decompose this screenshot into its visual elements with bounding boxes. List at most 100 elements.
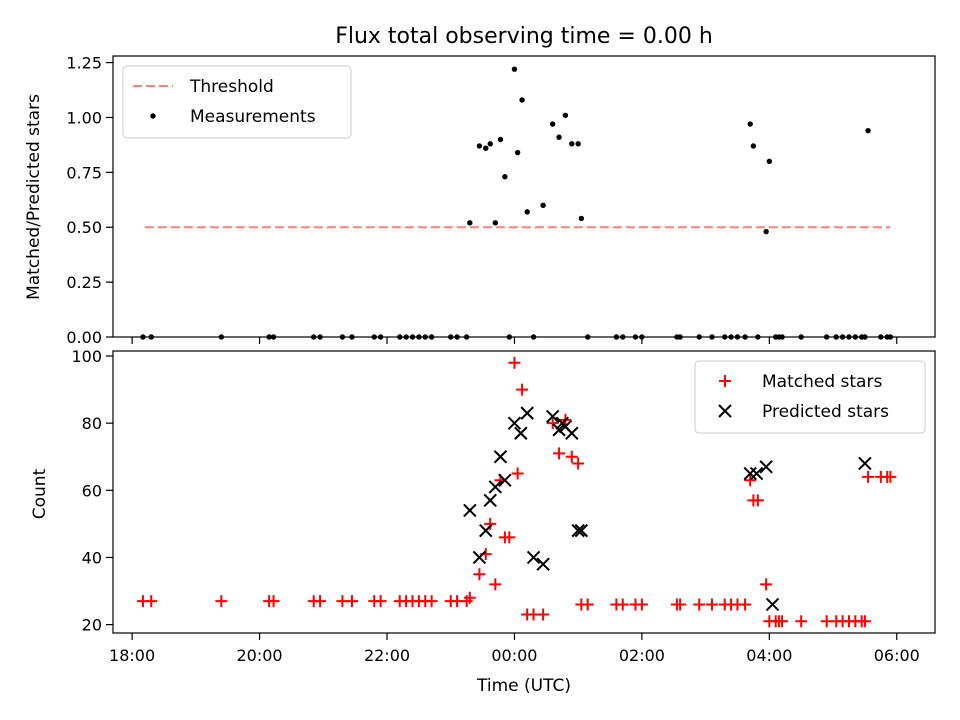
plot-frame xyxy=(112,55,936,338)
data-point xyxy=(425,595,438,608)
data-point xyxy=(467,220,473,226)
data-point xyxy=(569,141,575,147)
x-tick-label: 20:00 xyxy=(237,646,283,665)
data-point xyxy=(345,595,358,608)
data-point xyxy=(483,493,497,508)
top-chart-title: Flux total observing time = 0.00 h xyxy=(335,24,713,49)
data-point xyxy=(776,615,789,628)
data-point xyxy=(479,523,493,538)
data-point xyxy=(524,209,530,215)
data-point xyxy=(751,494,764,507)
x-tick-label: 02:00 xyxy=(619,646,665,665)
data-point xyxy=(744,474,757,487)
data-point xyxy=(492,220,499,226)
legend-swatch xyxy=(150,113,156,119)
data-point xyxy=(374,595,387,608)
data-point xyxy=(516,383,529,396)
data-point xyxy=(760,578,773,591)
data-point xyxy=(472,550,487,565)
data-point xyxy=(743,466,757,481)
data-point xyxy=(498,473,512,487)
y-tick-label: 1.00 xyxy=(66,108,102,127)
x-axis-label: Time (UTC) xyxy=(476,676,571,696)
data-point xyxy=(511,467,524,480)
y-tick-label: 100 xyxy=(71,347,102,366)
data-point xyxy=(578,215,585,222)
data-point xyxy=(267,595,280,608)
data-point xyxy=(553,447,566,460)
data-point xyxy=(463,503,477,518)
legend: Matched stars Predicted stars xyxy=(694,360,926,434)
y-tick-label: 0.50 xyxy=(66,218,102,237)
data-point xyxy=(314,595,327,608)
data-point xyxy=(562,112,569,118)
data-point xyxy=(556,134,562,140)
x-tick-label: 04:00 xyxy=(746,646,792,665)
data-point xyxy=(497,136,504,143)
data-point xyxy=(858,615,871,628)
data-point xyxy=(145,595,158,608)
data-point xyxy=(526,550,541,565)
data-point xyxy=(858,456,872,471)
data-point xyxy=(766,158,773,165)
data-point xyxy=(484,517,497,530)
data-point xyxy=(674,598,687,611)
data-point xyxy=(739,598,752,611)
data-point xyxy=(215,595,228,608)
data-point xyxy=(536,557,550,571)
data-point xyxy=(763,228,769,235)
data-point xyxy=(493,450,508,464)
x-tick-label: 22:00 xyxy=(364,646,410,665)
y-tick-label: 1.25 xyxy=(66,54,102,73)
data-point xyxy=(795,615,808,628)
data-point xyxy=(575,141,581,147)
data-point xyxy=(507,416,522,430)
data-point xyxy=(565,450,578,463)
data-point xyxy=(483,145,489,151)
data-point xyxy=(552,423,566,437)
y-tick-label: 20 xyxy=(82,616,102,635)
x-tick-label: 06:00 xyxy=(874,646,920,665)
legend-label: Matched stars xyxy=(762,372,882,392)
bottom-y-axis-label: Count xyxy=(30,468,50,519)
data-point xyxy=(473,568,486,581)
data-point xyxy=(488,480,503,494)
data-point xyxy=(508,356,521,369)
data-point xyxy=(765,597,780,612)
series-matched-stars xyxy=(136,356,897,628)
data-point xyxy=(750,143,757,149)
data-point xyxy=(865,127,871,134)
data-point xyxy=(616,598,629,611)
data-point xyxy=(540,202,546,208)
data-point xyxy=(503,531,516,544)
data-point xyxy=(635,598,648,611)
y-tick-label: 0.75 xyxy=(66,163,102,182)
data-point xyxy=(749,466,764,481)
data-point xyxy=(862,470,875,483)
data-point xyxy=(693,598,706,611)
y-tick-label: 80 xyxy=(82,414,102,433)
data-point xyxy=(759,460,773,474)
data-point xyxy=(747,121,753,127)
data-point xyxy=(581,598,594,611)
data-point xyxy=(571,523,585,538)
legend-label: Threshold xyxy=(189,77,274,97)
x-tick-label: 00:00 xyxy=(491,646,537,665)
data-point xyxy=(463,591,476,604)
y-tick-label: 60 xyxy=(82,481,102,500)
legend-box xyxy=(122,65,352,139)
data-point xyxy=(574,523,589,538)
data-point xyxy=(476,143,483,149)
top-y-axis-label: Matched/Predicted stars xyxy=(24,94,44,300)
data-point xyxy=(546,417,559,430)
x-tick-label: 18:00 xyxy=(109,646,155,665)
data-point xyxy=(489,578,502,591)
legend-swatch xyxy=(718,404,732,418)
top-panel: 0.00 0.25 0.50 0.75 1.00 1.25 Threshold Measure… xyxy=(66,54,936,347)
data-point xyxy=(572,457,585,470)
data-point xyxy=(519,97,525,103)
y-tick-label: 0.00 xyxy=(66,328,102,347)
plot-frame xyxy=(112,350,936,634)
series-predicted-stars xyxy=(463,406,872,612)
